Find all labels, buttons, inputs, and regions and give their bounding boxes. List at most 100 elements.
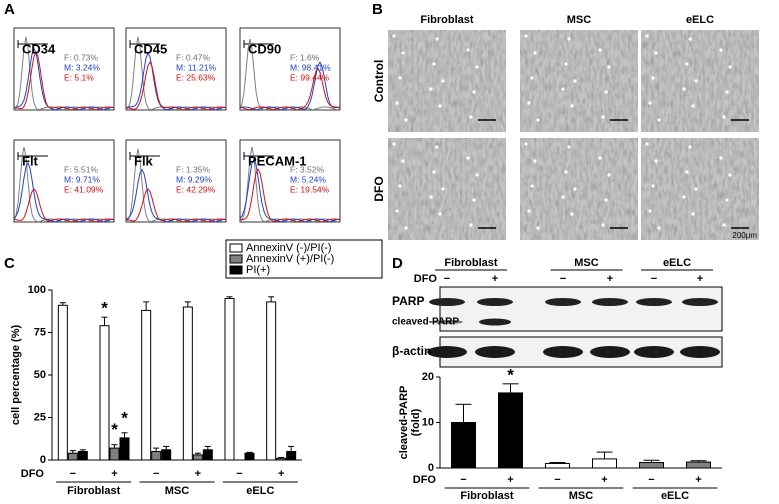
percentage: M: 3.24% xyxy=(64,62,100,72)
histogram-frame xyxy=(125,139,227,223)
band xyxy=(431,320,463,324)
group-label: MSC xyxy=(165,485,190,497)
bar xyxy=(244,452,255,461)
cell xyxy=(645,142,649,146)
cell xyxy=(601,223,605,227)
lane-sign: + xyxy=(697,273,703,285)
band xyxy=(477,298,513,306)
panel-label: C xyxy=(4,255,15,272)
cell xyxy=(536,226,540,230)
cell xyxy=(469,115,473,119)
panel-label: D xyxy=(392,255,403,272)
cell xyxy=(564,62,568,66)
column-label: MSC xyxy=(567,14,592,26)
percentage: E: 19.54% xyxy=(290,184,330,194)
bar xyxy=(77,451,88,461)
band xyxy=(543,346,583,358)
cell xyxy=(438,212,442,216)
x-row-label: DFO xyxy=(21,468,45,480)
annotation: * xyxy=(121,408,128,427)
lane-sign: + xyxy=(607,273,613,285)
bar xyxy=(686,461,711,469)
panel-label: A xyxy=(4,1,15,18)
annotation: * xyxy=(507,365,514,384)
percentage: M: 9.29% xyxy=(176,174,212,184)
band xyxy=(682,298,718,306)
column-label: eELC xyxy=(686,14,714,26)
cell xyxy=(598,156,602,160)
bar xyxy=(151,451,162,461)
cell xyxy=(725,198,729,202)
cell xyxy=(466,156,470,160)
cell xyxy=(536,118,540,122)
cell xyxy=(719,156,723,160)
y-tick-label: 10 xyxy=(422,416,434,428)
cell xyxy=(438,104,442,108)
cell xyxy=(607,65,611,69)
band xyxy=(636,298,672,306)
legend-swatch xyxy=(229,254,243,264)
histogram-frame xyxy=(125,27,227,111)
bar xyxy=(161,449,172,461)
band xyxy=(479,318,511,326)
column-label: Fibroblast xyxy=(420,14,474,26)
cell xyxy=(404,226,408,230)
percentage: E: 99.44% xyxy=(290,72,330,82)
cell xyxy=(533,51,537,55)
percentage: F: 1.35% xyxy=(176,164,210,174)
cell xyxy=(570,104,574,108)
percentage: F: 0.73% xyxy=(64,52,98,62)
cell xyxy=(432,62,436,66)
y-tick-label: 0 xyxy=(40,454,46,466)
cell xyxy=(722,223,726,227)
blot xyxy=(439,286,723,332)
band xyxy=(592,298,628,306)
band xyxy=(680,346,720,358)
lane-sign: − xyxy=(560,273,566,285)
cell xyxy=(598,48,602,52)
y-axis-label: (fold) xyxy=(410,408,422,436)
bar xyxy=(109,447,120,461)
panel-label: B xyxy=(372,1,383,18)
x-tick-label: − xyxy=(70,468,76,480)
blot-group: Fibroblast xyxy=(444,257,498,269)
percentage: M: 5.24% xyxy=(290,174,326,184)
cell xyxy=(645,34,649,38)
cell xyxy=(651,184,655,188)
cell xyxy=(466,48,470,52)
histogram-curve xyxy=(239,168,341,223)
x-tick-label: − xyxy=(460,474,466,486)
group-label: MSC xyxy=(569,490,594,502)
histogram-curve xyxy=(239,67,341,111)
cell xyxy=(691,212,695,216)
band-label: cleaved-PARP xyxy=(392,317,459,328)
micrograph-texture xyxy=(388,138,506,240)
cell xyxy=(567,145,571,149)
group-label: eELC xyxy=(246,485,274,497)
micrograph-texture xyxy=(641,138,759,240)
cell xyxy=(432,170,436,174)
legend-label: AnnexinV (+)/PI(-) xyxy=(246,253,334,265)
bar xyxy=(202,449,213,461)
y-axis-label: cleaved-PARP xyxy=(398,386,410,460)
cell xyxy=(395,209,399,213)
percentage: F: 3.52% xyxy=(290,164,324,174)
y-tick-label: 0 xyxy=(428,462,434,474)
micrograph-texture xyxy=(520,30,638,132)
band xyxy=(427,346,467,358)
cell xyxy=(401,159,405,163)
histogram-curve xyxy=(13,50,115,111)
cell xyxy=(688,145,692,149)
percentage: M: 9.71% xyxy=(64,174,100,184)
micrograph-texture xyxy=(641,30,759,132)
micrograph-texture xyxy=(388,30,506,132)
cell xyxy=(398,76,402,80)
cell xyxy=(567,37,571,41)
histogram-curve xyxy=(13,188,115,223)
scale-label: 200μm xyxy=(732,231,757,240)
cell xyxy=(524,142,528,146)
y-tick-label: 25 xyxy=(34,411,46,423)
cell xyxy=(404,118,408,122)
cell xyxy=(561,87,565,91)
cell xyxy=(728,173,732,177)
